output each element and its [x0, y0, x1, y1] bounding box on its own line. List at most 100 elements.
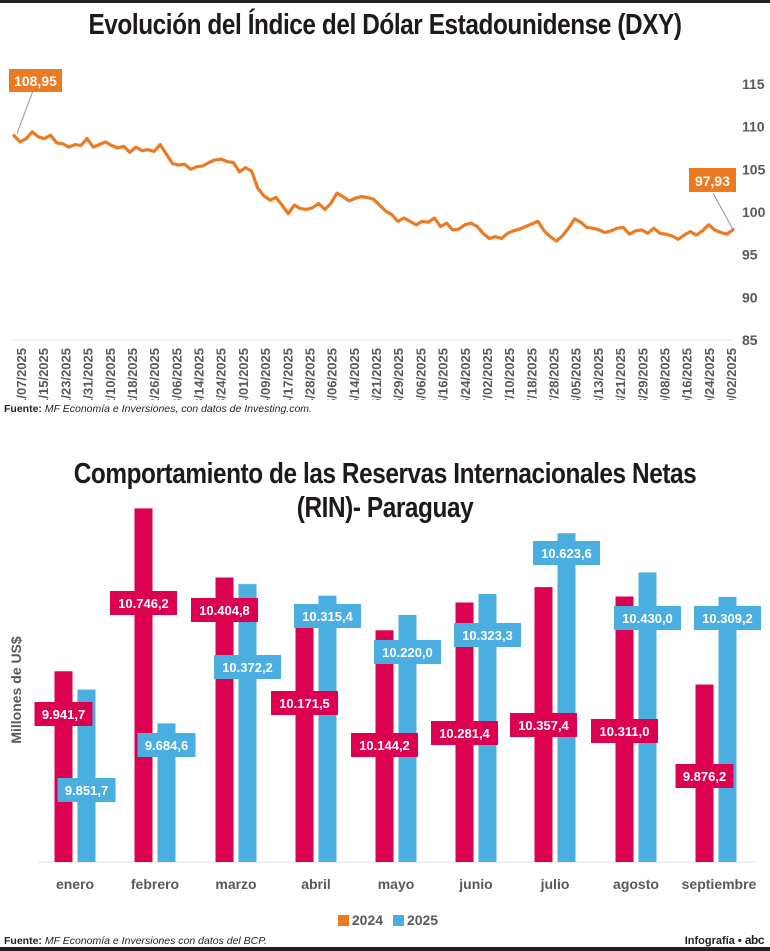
dxy-first-callout-leader [16, 87, 35, 134]
bar-value-label-2024-julio: 10.357,4 [518, 718, 569, 733]
dxy-x-tick-label: 05/21/2025 [369, 348, 384, 400]
bar-label-box-2024-septiembre [675, 764, 734, 788]
bar-label-box-2025-junio [454, 623, 521, 647]
dxy-x-tick-label: 09/08/2025 [657, 348, 672, 400]
bottom-rule [0, 947, 770, 951]
bar-2025-enero [77, 689, 96, 862]
rin-x-tick-label: junio [458, 876, 492, 892]
bar-value-label-2025-junio: 10.323,3 [462, 628, 513, 643]
dxy-x-tick-label: 05/29/2025 [391, 348, 406, 400]
rin-x-tick-label: marzo [215, 876, 256, 892]
bar-value-label-2024-junio: 10.281,4 [439, 726, 490, 741]
dxy-x-tick-label: 10/02/2025 [724, 348, 739, 400]
dxy-x-tick-label: 07/28/2025 [547, 348, 562, 400]
bar-value-label-2025-enero: 9.851,7 [65, 783, 108, 798]
credit: Infografía • abc [684, 933, 765, 947]
rin-x-tick-label: febrero [131, 876, 179, 892]
bar-value-label-2025-febrero: 9.684,6 [145, 738, 188, 753]
dxy-x-tick-label: 05/06/2025 [325, 348, 340, 400]
rin-x-tick-label: septiembre [682, 876, 757, 892]
dxy-last-value-label: 97,93 [695, 173, 730, 189]
dxy-y-tick-label: 90 [742, 289, 758, 305]
dxy-x-tick-label: 09/16/2025 [680, 348, 695, 400]
bar-value-label-2024-enero: 9.941,7 [42, 707, 85, 722]
dxy-x-tick-label: 07/10/2025 [502, 348, 517, 400]
rin-source-note: Fuente: MF Economía e Inversiones con da… [4, 935, 267, 947]
dxy-y-tick-label: 110 [742, 119, 765, 135]
bar-label-box-2025-mayo [374, 640, 441, 664]
bar-label-box-2024-abril [271, 691, 338, 715]
rin-data-labels: 9.941,7 9.851,7 10.746,2 9.684,6 10.404,8 10.… [34, 541, 761, 802]
bar-value-label-2025-agosto: 10.430,0 [622, 611, 673, 626]
rin-legend: 2024 2025 [0, 912, 770, 928]
dxy-y-tick-label: 115 [742, 76, 765, 92]
bar-label-box-2025-agosto [614, 606, 681, 630]
bar-label-box-2024-mayo [351, 733, 418, 757]
dxy-x-tick-label: 06/16/2025 [436, 348, 451, 400]
bar-2024-enero [54, 671, 73, 862]
dxy-x-tick-label: 09/24/2025 [702, 348, 717, 400]
rin-chart-title-line1: Comportamiento de las Reservas Internaci… [73, 458, 697, 490]
rin-x-tick-label: julio [540, 876, 570, 892]
bar-value-label-2024-marzo: 10.404,8 [199, 603, 250, 618]
dxy-x-tick-label: 04/01/2025 [236, 348, 251, 400]
rin-x-tick-label: enero [56, 876, 94, 892]
bar-2025-julio [557, 533, 576, 862]
dxy-x-tick-label: 01/31/2025 [81, 348, 96, 400]
rin-x-tick-label: mayo [378, 876, 415, 892]
dxy-x-tick-label: 08/29/2025 [635, 348, 650, 400]
bar-label-box-2024-febrero [110, 591, 177, 615]
rin-source-text: MF Economía e Inversiones con datos del … [44, 935, 267, 947]
dxy-x-tick-label: 01/23/2025 [58, 348, 73, 400]
dxy-x-tick-label: 02/26/2025 [147, 348, 162, 400]
dxy-x-tick-label: 07/02/2025 [480, 348, 495, 400]
dxy-x-tick-label: 08/05/2025 [569, 348, 584, 400]
rin-x-tick-label: abril [301, 876, 331, 892]
bar-label-box-2025-septiembre [694, 606, 761, 630]
bar-2024-marzo [215, 577, 234, 862]
dxy-y-tick-label: 95 [742, 247, 758, 263]
bar-value-label-2025-septiembre: 10.309,2 [702, 611, 753, 626]
bar-value-label-2025-abril: 10.315,4 [302, 609, 353, 624]
rin-x-tick-label: agosto [613, 876, 659, 892]
dxy-series-line [12, 130, 735, 243]
bar-2025-marzo [238, 584, 257, 862]
rin-y-axis-title: Millones de US$ [8, 636, 24, 744]
dxy-x-tick-label: 04/28/2025 [302, 348, 317, 400]
dxy-x-tick-label: 04/09/2025 [258, 348, 273, 400]
dxy-y-tick-label: 85 [742, 332, 758, 348]
bar-label-box-2024-enero [34, 702, 93, 726]
bar-2024-abril [295, 624, 314, 862]
bar-value-label-2024-agosto: 10.311,0 [600, 724, 650, 739]
credit-label: Infografía • [684, 935, 742, 947]
bar-label-box-2025-julio [533, 541, 600, 565]
rin-source-label: Fuente: [4, 935, 42, 947]
legend-swatch-2024 [337, 915, 349, 926]
dxy-y-axis: 115 110 105 100 95 90 85 [742, 76, 766, 348]
bar-value-label-2025-mayo: 10.220,0 [382, 645, 433, 660]
rin-x-axis: enero febrero marzo abril mayo junio julio agos… [56, 876, 757, 892]
bar-label-box-2024-agosto [591, 719, 658, 743]
bar-label-box-2025-febrero [137, 733, 196, 757]
bar-2025-septiembre [718, 596, 737, 862]
dxy-x-tick-label: 01/15/2025 [36, 348, 51, 400]
bar-2024-febrero [134, 508, 153, 862]
dxy-x-tick-label: 08/13/2025 [591, 348, 606, 400]
rin-chart-title-line2: (RIN)- Paraguay [296, 492, 474, 524]
bar-2025-abril [318, 595, 337, 862]
dxy-chart-title: Evolución del Índice del Dólar Estadouni… [88, 9, 682, 41]
dxy-x-tick-label: 03/14/2025 [192, 348, 207, 400]
legend-label-2024: 2024 [351, 912, 384, 928]
dxy-x-tick-label: 08/21/2025 [613, 348, 628, 400]
abc-logo-icon: abc [744, 933, 765, 947]
bar-value-label-2025-julio: 10.623,6 [541, 546, 592, 561]
dxy-x-tick-label: 03/24/2025 [214, 348, 229, 400]
bar-label-box-2025-enero [57, 778, 116, 802]
bar-label-box-2025-abril [294, 604, 361, 628]
dxy-source-text: MF Economía e Inversiones, con datos de … [44, 403, 312, 415]
dxy-y-tick-label: 105 [742, 161, 766, 177]
legend-label-2025: 2025 [406, 912, 439, 928]
bar-2025-febrero [157, 723, 176, 862]
